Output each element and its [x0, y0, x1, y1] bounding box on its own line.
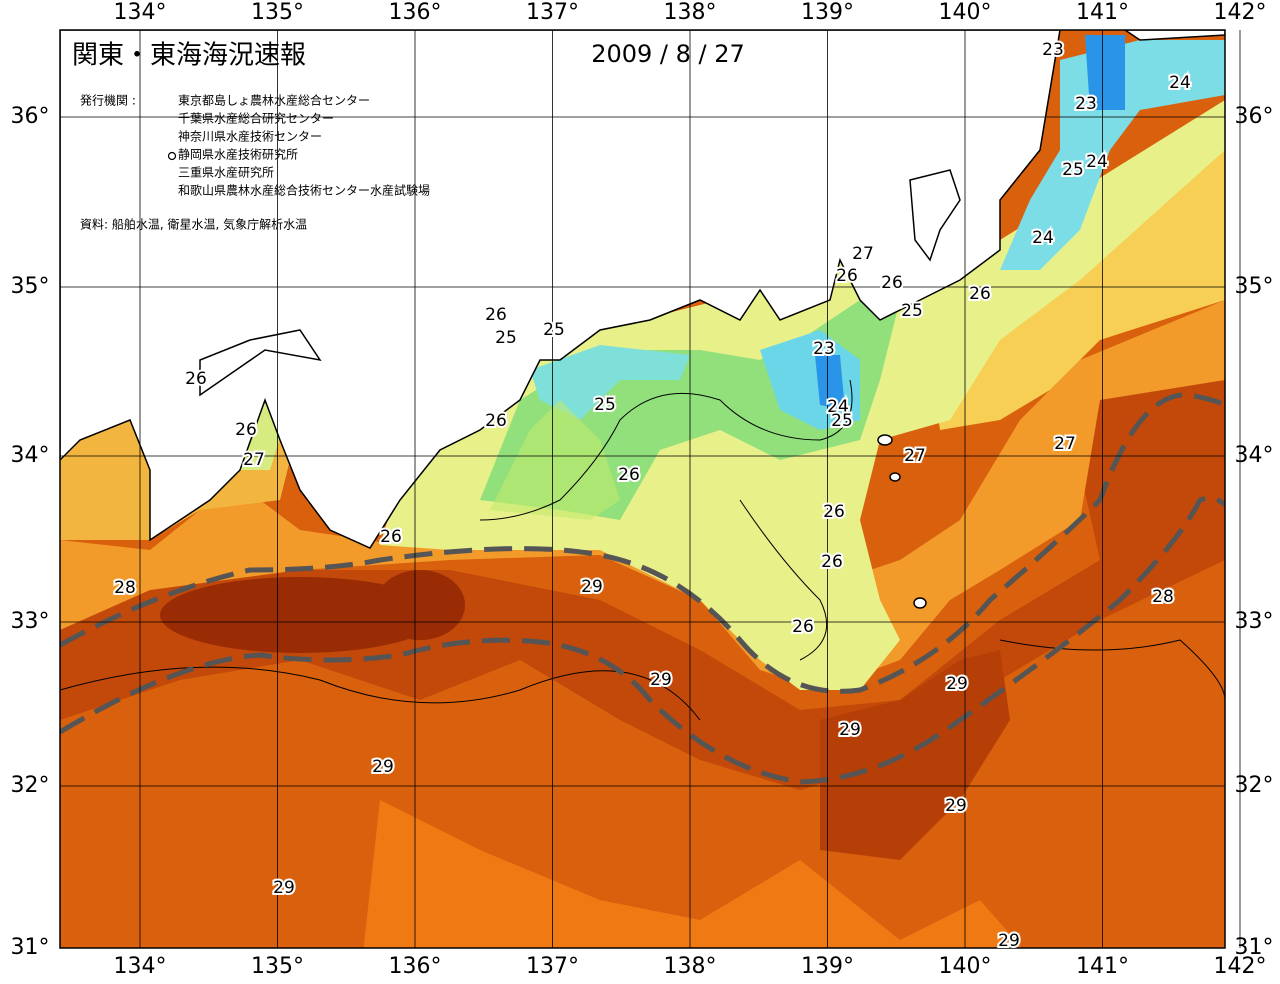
agency: 東京都島しょ農林水産総合センター [178, 93, 370, 108]
agency: 神奈川県水産技術センター [178, 129, 322, 144]
contour-label: 28 [114, 578, 136, 598]
lon-label: 141° [1076, 954, 1129, 979]
date: 2009 / 8 / 27 [591, 40, 745, 68]
lat-label: 36° [1235, 104, 1274, 129]
contour-label: 24 [827, 397, 849, 417]
contour-label: 25 [1062, 160, 1084, 180]
lon-label: 139° [801, 0, 854, 25]
lon-label: 135° [251, 0, 304, 25]
lon-label: 136° [389, 954, 442, 979]
contour-label: 23 [1042, 40, 1064, 60]
lon-label: 138° [664, 954, 717, 979]
lon-label: 135° [251, 954, 304, 979]
contour-label: 26 [792, 617, 814, 637]
marker [167, 151, 177, 161]
contour-label: 25 [594, 395, 616, 415]
lat-label: 33° [11, 609, 50, 634]
lon-label: 134° [114, 954, 167, 979]
contour-label: 29 [998, 931, 1020, 951]
lon-label: 136° [389, 0, 442, 25]
contour-label: 26 [185, 369, 207, 389]
lat-label: 34° [1235, 443, 1274, 468]
contour-label: 24 [1086, 152, 1108, 172]
contour-label: 29 [372, 757, 394, 777]
contour-label: 26 [235, 420, 257, 440]
lon-label: 138° [664, 0, 717, 25]
lon-label: 134° [114, 0, 167, 25]
contour-label: 27 [243, 450, 265, 470]
lat-label: 36° [11, 104, 50, 129]
current-axis [60, 392, 1225, 785]
lon-label: 142° [1214, 0, 1267, 25]
lat-label: 34° [11, 443, 50, 468]
contour-label: 26 [823, 502, 845, 522]
lon-label: 137° [526, 0, 579, 25]
lon-label: 140° [939, 0, 992, 25]
agency: 千葉県水産総合研究センター [178, 111, 334, 126]
contour-label: 23 [1075, 94, 1097, 114]
lat-label: 35° [1235, 274, 1274, 299]
lon-label: 139° [801, 954, 854, 979]
lon-label: 137° [526, 954, 579, 979]
lat-label: 31° [1235, 935, 1274, 960]
contour-label: 26 [836, 266, 858, 286]
contour-label: 27 [852, 244, 874, 264]
lat-label: 32° [11, 773, 50, 798]
contour-label: 29 [581, 577, 603, 597]
lat-label: 31° [11, 935, 50, 960]
contour-label: 27 [1054, 434, 1076, 454]
contour-label: 26 [485, 411, 507, 431]
graticule [60, 30, 1241, 949]
lon-label: 142° [1214, 954, 1267, 979]
agency: 三重県水産研究所 [178, 165, 274, 180]
land [60, 30, 1225, 609]
contour-label: 29 [946, 674, 968, 694]
contour-label: 29 [945, 796, 967, 816]
contour-label: 28 [1152, 587, 1174, 607]
contour-label: 25 [831, 411, 853, 431]
title: 関東・東海海況速報 [72, 41, 306, 71]
contour-label: 27 [904, 446, 926, 466]
lat-label: 32° [1235, 773, 1274, 798]
contour-label: 25 [901, 301, 923, 321]
agency: 和歌山県農林水産総合技術センター水産試験場 [178, 183, 430, 198]
agency: 静岡県水産技術研究所 [178, 147, 298, 162]
agencies-label: 発行機関 : [80, 93, 136, 108]
contour-label: 29 [839, 720, 861, 740]
contour-label: 26 [485, 305, 507, 325]
contour-label: 25 [543, 320, 565, 340]
contour-label: 26 [881, 273, 903, 293]
lat-label: 33° [1235, 609, 1274, 634]
contour-label: 26 [969, 284, 991, 304]
lon-label: 140° [939, 954, 992, 979]
contour-label: 25 [495, 328, 517, 348]
contour-label: 24 [1032, 228, 1054, 248]
contour-label: 24 [1169, 73, 1191, 93]
contour-label: 29 [273, 878, 295, 898]
map-frame [59, 29, 1226, 949]
lat-label: 35° [11, 274, 50, 299]
source: 資料: 船舶水温, 衛星水温, 気象庁解析水温 [80, 217, 307, 232]
contour-label: 26 [821, 552, 843, 572]
contour-label: 29 [650, 670, 672, 690]
contour-label: 26 [618, 465, 640, 485]
contour-label: 26 [380, 527, 402, 547]
contour-label: 23 [813, 339, 835, 359]
lon-label: 141° [1076, 0, 1129, 25]
